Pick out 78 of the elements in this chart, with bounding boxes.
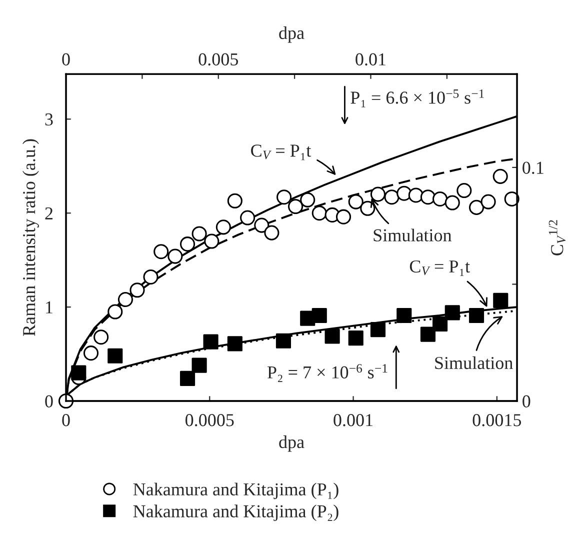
point bbox=[348, 330, 364, 346]
point bbox=[408, 188, 424, 203]
x-axis-title: dpa bbox=[279, 435, 304, 452]
point bbox=[444, 195, 460, 210]
point bbox=[118, 292, 134, 308]
point bbox=[324, 328, 340, 344]
point bbox=[370, 322, 386, 338]
y-tick-label: 3 bbox=[45, 113, 53, 126]
y2-tick-label: 0.1 bbox=[522, 162, 544, 174]
point bbox=[143, 269, 158, 285]
point bbox=[480, 194, 496, 210]
point bbox=[384, 190, 400, 205]
point bbox=[370, 186, 386, 202]
point bbox=[288, 198, 304, 214]
point bbox=[276, 190, 292, 205]
annotation: Simulation bbox=[374, 228, 452, 242]
point bbox=[504, 191, 520, 207]
legend-label: Nakamura and Kitajima (P₁) bbox=[133, 482, 338, 500]
point bbox=[154, 244, 169, 260]
point bbox=[432, 191, 448, 207]
x-tick-label: 0.0005 bbox=[186, 414, 234, 426]
y-axis-title: Raman intensity ratio (a.u.) bbox=[22, 139, 39, 336]
point bbox=[227, 336, 242, 352]
point bbox=[58, 393, 74, 409]
point bbox=[312, 308, 327, 324]
point bbox=[492, 168, 508, 184]
point bbox=[83, 346, 99, 361]
point bbox=[444, 305, 460, 320]
point bbox=[180, 236, 196, 252]
point bbox=[420, 326, 436, 342]
annotation: P₂ = 7 × 10$^{−6}$ s$^{−1}$ bbox=[267, 364, 388, 382]
x-tick-label: 0.0015 bbox=[472, 414, 522, 426]
point bbox=[192, 358, 207, 373]
x2-tick-label: 0 bbox=[62, 53, 70, 66]
point bbox=[192, 226, 207, 242]
point bbox=[432, 316, 448, 332]
point bbox=[396, 186, 412, 201]
y-tick-label: 1 bbox=[46, 301, 52, 314]
point bbox=[348, 194, 364, 210]
point bbox=[276, 333, 292, 348]
point bbox=[227, 193, 242, 208]
x-tick-label: 0 bbox=[62, 414, 70, 426]
point bbox=[108, 348, 123, 364]
point bbox=[203, 334, 218, 350]
point bbox=[468, 308, 484, 324]
point bbox=[493, 292, 508, 308]
point bbox=[240, 210, 256, 226]
point bbox=[300, 192, 316, 208]
point bbox=[456, 182, 472, 198]
annotation: C$_{V}$ = P₁t bbox=[251, 144, 312, 160]
x2-axis-title: dpa bbox=[279, 26, 304, 43]
point bbox=[216, 220, 231, 235]
point bbox=[71, 365, 86, 380]
legend-label: Nakamura and Kitajima (P₂) bbox=[133, 504, 338, 522]
x2-tick-label: 0.005 bbox=[198, 53, 238, 66]
point bbox=[336, 209, 352, 224]
annotation: Simulation bbox=[435, 356, 513, 370]
annotation: P₁ = 6.6 × 10$^{−5}$ s$^{−1}$ bbox=[350, 89, 484, 108]
y2-axis-title: C$_{V}$$^{1/2}$ bbox=[548, 220, 566, 256]
point bbox=[312, 206, 327, 221]
y-tick-label: 2 bbox=[45, 207, 53, 220]
point bbox=[360, 200, 376, 216]
y2-tick-label: 0 bbox=[522, 395, 530, 408]
annotation: C$_{V}$ = P₁t bbox=[410, 260, 470, 276]
point bbox=[94, 330, 109, 345]
point bbox=[130, 282, 145, 298]
x2-tick-label: 0.01 bbox=[356, 53, 386, 66]
point bbox=[108, 304, 123, 320]
point bbox=[180, 370, 196, 386]
point bbox=[264, 225, 280, 240]
x-tick-label: 0.001 bbox=[334, 414, 373, 426]
point bbox=[168, 248, 183, 264]
point bbox=[204, 234, 220, 249]
point bbox=[396, 308, 412, 324]
y-tick-label: 0 bbox=[45, 395, 53, 408]
point bbox=[420, 190, 436, 205]
point bbox=[254, 218, 270, 233]
point bbox=[468, 200, 484, 215]
